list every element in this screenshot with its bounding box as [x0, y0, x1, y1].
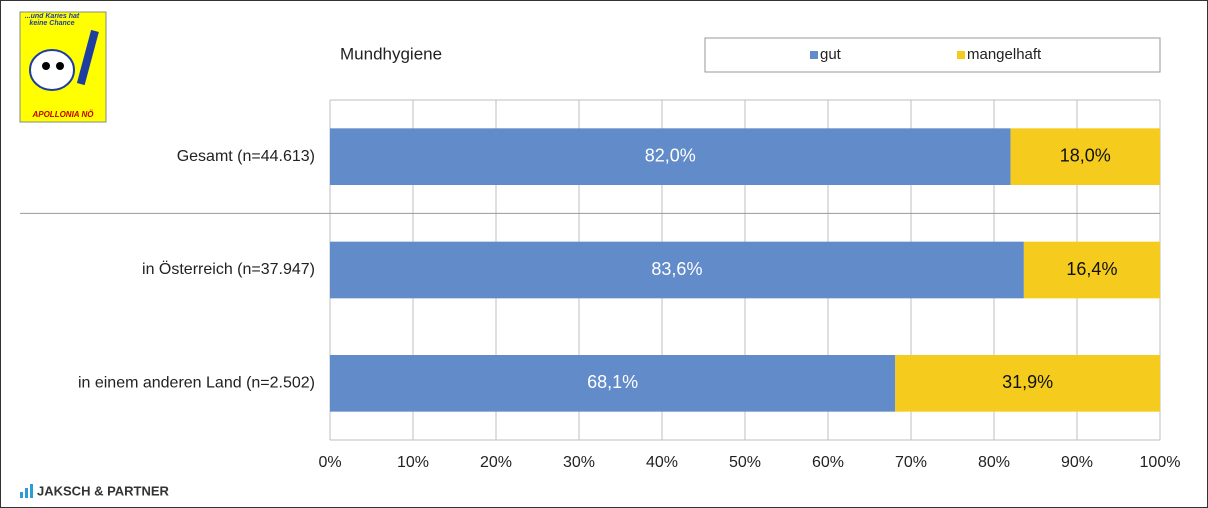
footer-icon: [30, 484, 33, 498]
y-tick-label: in Österreich (n=37.947): [142, 260, 315, 278]
value-label: 68,1%: [587, 372, 638, 392]
value-label: 16,4%: [1066, 259, 1117, 279]
value-label: 31,9%: [1002, 372, 1053, 392]
bar-segment: [330, 241, 1024, 299]
value-label: 83,6%: [651, 259, 702, 279]
x-tick-label: 0%: [318, 454, 341, 471]
footer-icon: [25, 488, 28, 498]
x-tick-label: 10%: [397, 454, 429, 471]
logo-name: APOLLONIA NÖ: [31, 110, 94, 119]
legend-swatch: [810, 51, 818, 59]
x-tick-label: 40%: [646, 454, 678, 471]
bar-segment: [330, 128, 1011, 185]
logo-icon: [29, 49, 75, 91]
bar-segment: [1010, 128, 1160, 185]
bar-segment: [895, 355, 1160, 412]
legend-swatch: [957, 51, 965, 59]
footer-logo: JAKSCH & PARTNER: [20, 483, 170, 498]
legend-box: [704, 37, 1161, 73]
footer-icon: [20, 492, 23, 498]
x-tick-label: 20%: [480, 454, 512, 471]
x-tick-label: 100%: [1140, 454, 1181, 471]
logo-caption: ...und Karies hat keine Chance: [24, 13, 80, 27]
legend-label: mangelhaft: [967, 46, 1042, 63]
x-tick-label: 30%: [563, 454, 595, 471]
y-tick-label: Gesamt (n=44.613): [177, 148, 315, 165]
legend-label: gut: [820, 46, 842, 63]
logo-caption-box: ...und Karies hat keine Chance: [24, 13, 80, 27]
y-tick-label: in einem anderen Land (n=2.502): [78, 375, 315, 392]
logo-brush: [76, 29, 99, 86]
logo-eye: [56, 62, 64, 70]
logo-eye: [42, 62, 50, 70]
footer-brand: JAKSCH & PARTNER: [37, 483, 170, 498]
x-tick-label: 90%: [1061, 454, 1093, 471]
value-label: 18,0%: [1060, 145, 1111, 165]
bar-segment: [1023, 241, 1160, 299]
chart-title: Mundhygiene: [340, 44, 442, 63]
x-tick-label: 50%: [729, 454, 761, 471]
x-tick-label: 70%: [895, 454, 927, 471]
value-label: 82,0%: [645, 145, 696, 165]
x-tick-label: 60%: [812, 454, 844, 471]
x-tick-label: 80%: [978, 454, 1010, 471]
logo: ...und Karies hat keine Chance APOLLONIA…: [19, 11, 107, 123]
bar-segment: [330, 355, 896, 412]
